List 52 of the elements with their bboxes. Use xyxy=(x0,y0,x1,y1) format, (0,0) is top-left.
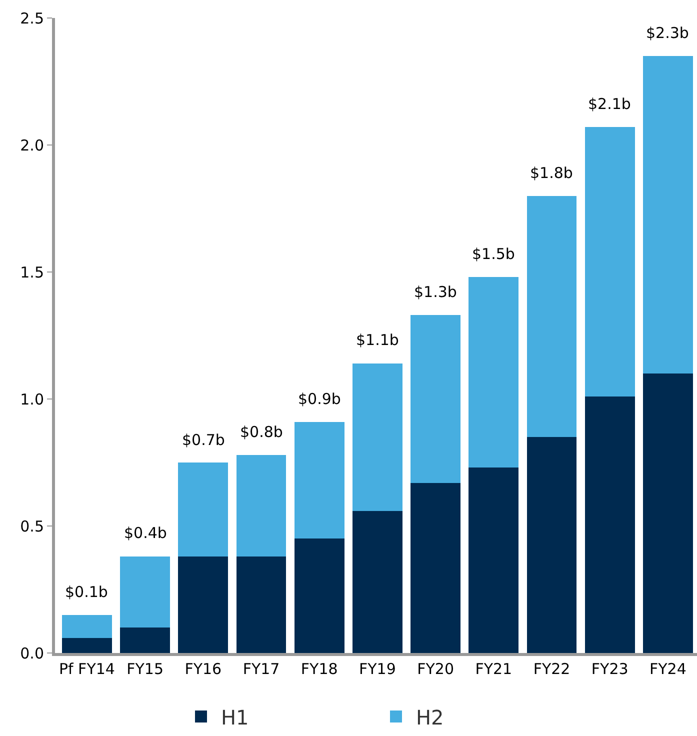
total-label: $2.1b xyxy=(588,95,631,113)
bar xyxy=(642,56,693,374)
y-tick-label: 1.0 xyxy=(20,390,44,408)
total-label: $1.3b xyxy=(414,283,457,301)
total-label: $1.1b xyxy=(356,331,399,349)
bar xyxy=(62,638,112,653)
total-label: $0.9b xyxy=(298,390,341,408)
bar xyxy=(120,628,170,653)
x-tick-label: FY24 xyxy=(650,660,686,678)
x-tick-label: FY15 xyxy=(126,660,164,678)
bar xyxy=(526,196,577,438)
x-tick-label: FY17 xyxy=(242,660,280,678)
total-label: $2.3b xyxy=(646,24,689,42)
bar xyxy=(294,538,344,653)
y-tick-label: 2.0 xyxy=(20,136,44,154)
x-tick-label: FY19 xyxy=(359,660,396,678)
bar xyxy=(410,482,461,653)
bar xyxy=(294,422,344,539)
x-tick-label: FY18 xyxy=(300,660,338,678)
y-tick-label: 0.5 xyxy=(20,517,44,536)
bar xyxy=(468,468,519,653)
bar xyxy=(526,437,577,653)
total-label: $1.5b xyxy=(472,245,515,263)
x-tick-label: Pf FY14 xyxy=(58,660,115,678)
y-tick-label: 2.5 xyxy=(20,9,44,28)
bar xyxy=(642,374,693,653)
legend-label: H2 xyxy=(416,705,444,730)
y-tick-label: 0.0 xyxy=(20,644,44,662)
x-tick-label: FY21 xyxy=(475,660,512,678)
total-label: $1.8b xyxy=(530,164,573,182)
bar xyxy=(178,556,228,653)
total-label: $0.7b xyxy=(182,431,225,449)
bar xyxy=(62,614,112,638)
bar xyxy=(236,454,286,556)
bar xyxy=(352,363,402,511)
total-label: $0.8b xyxy=(240,423,283,441)
x-tick-label: FY22 xyxy=(533,660,570,678)
bar xyxy=(120,556,170,628)
bar xyxy=(236,556,286,653)
bar xyxy=(584,127,635,396)
total-label: $0.4b xyxy=(124,524,167,542)
bar xyxy=(352,510,402,653)
x-tick-label: FY16 xyxy=(184,660,222,678)
y-tick-label: 1.5 xyxy=(20,263,44,282)
x-tick-label: FY23 xyxy=(591,660,628,678)
bar xyxy=(584,396,635,653)
legend-label: H1 xyxy=(221,705,249,730)
bar xyxy=(178,462,228,556)
bar xyxy=(468,277,519,468)
x-tick-label: FY20 xyxy=(417,660,454,678)
total-label: $0.1b xyxy=(65,583,108,601)
bar xyxy=(410,315,461,483)
